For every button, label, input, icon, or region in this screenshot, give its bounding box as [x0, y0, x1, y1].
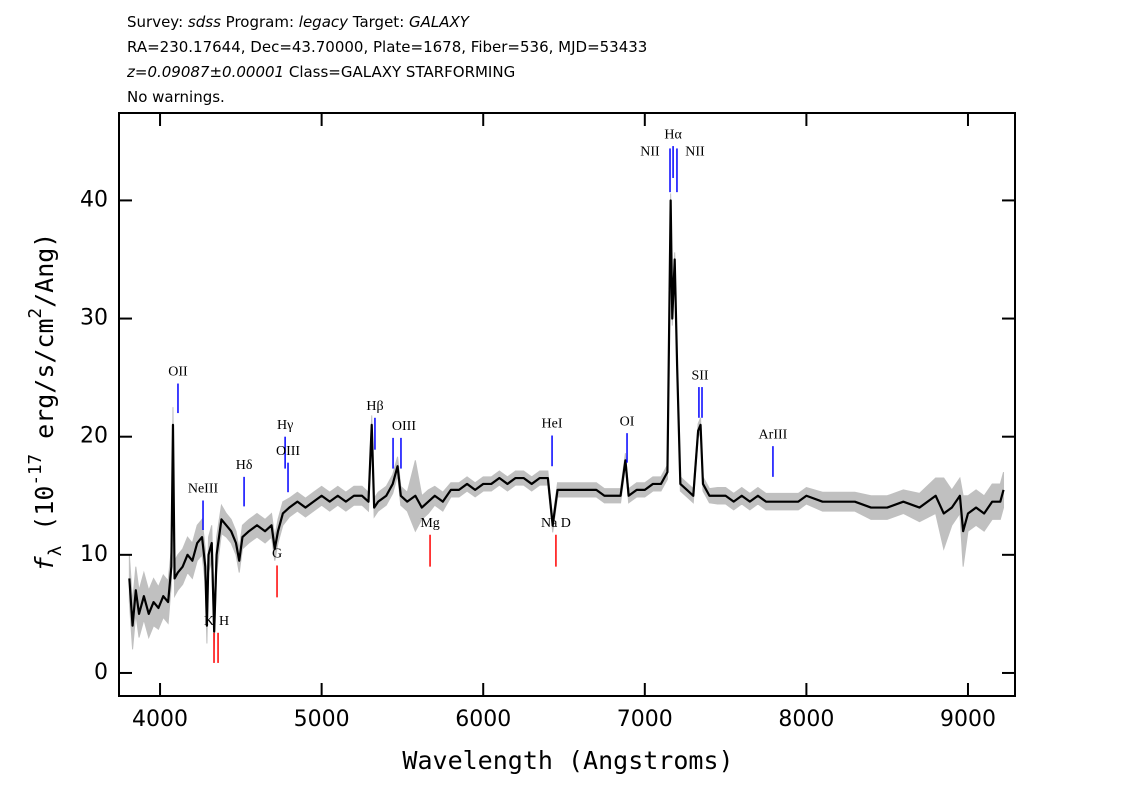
line-label: Hδ	[236, 458, 253, 473]
text-segment: Survey:	[127, 13, 188, 31]
line-label: Hα	[664, 127, 682, 142]
x-tick-label: 5000	[294, 707, 350, 732]
text-segment: Wavelength (Angstroms)	[402, 746, 733, 775]
y-tick-label: 40	[80, 187, 108, 212]
error-band	[128, 193, 1005, 650]
line-label: NII	[685, 145, 705, 160]
x-tick-label: 9000	[940, 707, 996, 732]
text-segment: erg/s/cm	[30, 318, 59, 453]
header-line: No warnings.	[127, 88, 225, 106]
text-segment: Program:	[221, 13, 299, 31]
line-label: H	[219, 614, 229, 629]
line-label: Mg	[420, 516, 439, 531]
line-label: NII	[640, 145, 660, 160]
y-tick-label: 20	[80, 424, 108, 449]
line-label: Hβ	[366, 399, 383, 414]
text-segment: Class=GALAXY STARFORMING	[284, 63, 515, 81]
text-segment: sdss	[188, 13, 221, 31]
x-tick-label: 7000	[617, 707, 673, 732]
text-segment: (10	[30, 486, 59, 546]
x-tick-label: 6000	[455, 707, 511, 732]
text-segment: -17	[26, 454, 46, 486]
line-label: HeI	[542, 417, 563, 432]
line-label: OIII	[276, 444, 300, 459]
y-axis-label: fλ (10-17 erg/s/cm2/Ang)	[26, 233, 66, 572]
text-segment: z=0.09087±0.00001	[126, 63, 284, 81]
text-segment: 2	[26, 308, 46, 319]
line-label: OIII	[392, 419, 416, 434]
flux-line	[128, 199, 1005, 633]
line-label: Na D	[541, 516, 571, 531]
line-label: OI	[620, 414, 635, 429]
text-segment: f	[30, 555, 59, 571]
y-tick-label: 10	[80, 542, 108, 567]
text-segment: /Ang)	[30, 233, 59, 308]
line-label: OII	[168, 365, 188, 380]
x-tick-label: 8000	[778, 707, 834, 732]
line-label: Hγ	[277, 418, 293, 433]
x-tick-label: 4000	[132, 707, 188, 732]
text-segment: λ	[46, 546, 66, 557]
line-label: SII	[691, 368, 708, 383]
header-line: z=0.09087±0.00001 Class=GALAXY STARFORMI…	[126, 63, 515, 81]
plot-frame	[118, 112, 1016, 697]
line-label: NeIII	[188, 482, 219, 497]
text-segment: No warnings.	[127, 88, 225, 106]
text-segment: Target:	[348, 13, 409, 31]
text-segment: GALAXY	[409, 13, 471, 31]
line-label: G	[272, 547, 282, 562]
header-line: RA=230.17644, Dec=43.70000, Plate=1678, …	[127, 38, 647, 56]
text-segment: RA=230.17644, Dec=43.70000, Plate=1678, …	[127, 38, 647, 56]
text-segment: legacy	[299, 13, 349, 31]
line-label: ArIII	[759, 427, 788, 442]
header-line: Survey: sdss Program: legacy Target: GAL…	[127, 13, 471, 31]
line-label: K	[204, 614, 214, 629]
y-tick-label: 0	[94, 660, 108, 685]
x-axis-label: Wavelength (Angstroms)	[402, 746, 733, 775]
y-tick-label: 30	[80, 306, 108, 331]
